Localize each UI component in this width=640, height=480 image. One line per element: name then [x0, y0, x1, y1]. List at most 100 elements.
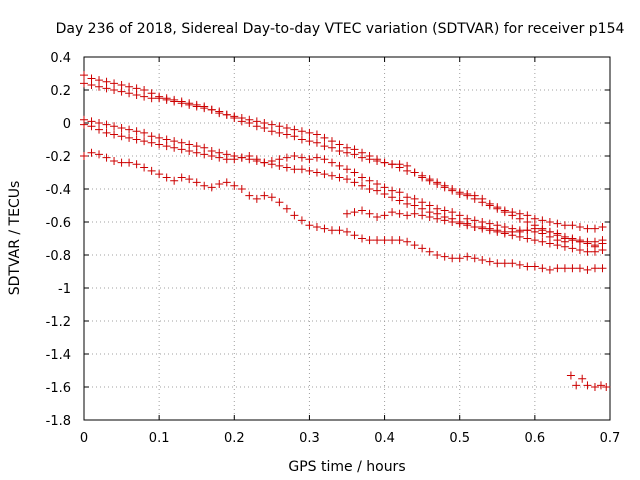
data-point	[87, 81, 96, 90]
data-point	[463, 252, 472, 261]
data-point	[343, 175, 351, 184]
data-point	[125, 125, 134, 134]
data-point	[80, 71, 88, 80]
data-point	[125, 158, 134, 167]
data-point	[343, 227, 351, 236]
data-point	[485, 224, 494, 233]
data-point	[192, 102, 201, 111]
data-point	[155, 140, 164, 149]
x-axis: 0 0.1 0.2 0.3 0.4 0.5 0.6 0.7	[80, 57, 620, 446]
data-point	[200, 181, 209, 190]
data-point	[312, 153, 321, 162]
data-point	[485, 257, 494, 266]
data-point	[365, 152, 374, 160]
data-point	[410, 194, 419, 203]
data-point	[538, 216, 547, 225]
data-point	[365, 209, 374, 218]
data-point	[327, 137, 336, 146]
data-point	[470, 194, 479, 203]
data-point	[117, 132, 126, 141]
data-point	[117, 87, 126, 96]
data-point	[395, 188, 404, 197]
data-point	[192, 148, 201, 157]
data-point	[538, 237, 547, 246]
y-tick-label: -0.8	[46, 249, 71, 264]
data-point	[485, 201, 494, 210]
y-tick-label: 0.2	[50, 84, 71, 99]
data-point	[147, 94, 156, 103]
y-tick-label: -1.4	[46, 348, 71, 363]
y-tick-label: 0	[63, 117, 71, 132]
data-point	[335, 140, 344, 149]
data-point	[237, 185, 246, 193]
data-point	[380, 236, 389, 245]
data-point	[117, 158, 126, 167]
data-point	[222, 110, 231, 119]
y-axis-label: SDTVAR / TECUs	[7, 181, 23, 296]
data-point	[575, 222, 584, 231]
x-tick-label: 0.6	[525, 431, 546, 446]
data-point	[102, 84, 111, 93]
data-point	[117, 123, 126, 132]
data-point	[553, 264, 562, 273]
data-point	[403, 237, 412, 246]
data-point	[545, 265, 554, 274]
data-point	[140, 163, 149, 172]
data-point	[433, 214, 442, 223]
data-point	[162, 142, 171, 151]
data-point	[350, 168, 359, 177]
data-point	[215, 107, 224, 116]
data-point	[297, 165, 306, 174]
data-point	[245, 191, 254, 200]
data-point	[425, 201, 434, 210]
x-tick-label: 0	[80, 431, 88, 446]
data-point	[553, 236, 562, 245]
data-point	[207, 105, 216, 114]
data-point	[596, 381, 605, 390]
data-point	[590, 224, 599, 233]
data-point	[95, 150, 104, 159]
data-point	[380, 211, 389, 220]
series-arc-6	[80, 148, 607, 274]
data-point	[575, 264, 584, 273]
data-point	[448, 208, 457, 217]
y-axis: 0.4 0.2 0 -0.2 -0.4 -0.6 -0.8 -1 -1.2 -1.4 -1.6 -1.…	[46, 51, 610, 429]
x-axis-label: GPS time / hours	[288, 459, 405, 475]
data-point	[147, 138, 156, 147]
data-point	[200, 150, 209, 159]
data-point	[418, 211, 427, 220]
data-point	[395, 209, 404, 218]
data-point	[575, 246, 584, 255]
data-point	[433, 204, 442, 213]
data-point	[433, 251, 442, 259]
x-tick-label: 0.4	[374, 431, 395, 446]
data-point	[170, 97, 179, 106]
data-point	[403, 211, 412, 220]
data-point	[305, 128, 314, 137]
data-point	[545, 218, 554, 226]
data-point	[132, 135, 141, 144]
data-point	[343, 209, 351, 218]
data-point	[380, 183, 389, 192]
data-point	[260, 158, 269, 167]
data-point	[568, 264, 577, 273]
data-point	[215, 180, 224, 189]
data-point	[568, 221, 577, 230]
data-point	[305, 137, 314, 146]
data-point	[418, 244, 427, 253]
data-point	[290, 125, 299, 134]
data-point	[275, 198, 284, 207]
series-arc-2	[80, 79, 607, 250]
data-point	[177, 173, 186, 182]
data-point	[95, 82, 104, 91]
data-point	[102, 120, 111, 129]
data-point	[508, 211, 517, 220]
data-point	[125, 133, 134, 142]
data-point	[305, 221, 314, 230]
data-point	[110, 86, 119, 94]
data-point	[538, 264, 547, 273]
data-point	[297, 153, 306, 162]
data-point	[335, 173, 344, 182]
data-point	[395, 196, 404, 205]
data-point	[365, 176, 374, 185]
